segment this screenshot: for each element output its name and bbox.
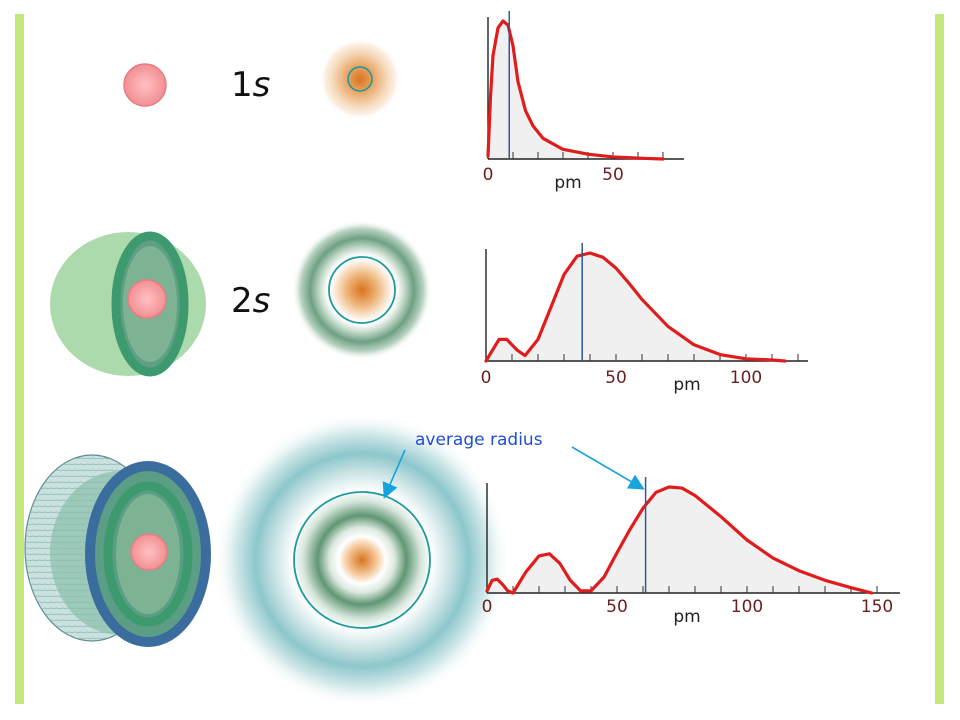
- callout-arrow-cloud: [382, 449, 406, 499]
- radial-curve-3s: [485, 485, 874, 595]
- unit-label-3s: pm: [673, 607, 700, 627]
- chart-3s: 0 50 100 150 pm: [482, 477, 900, 627]
- left-accent-bar: [15, 14, 24, 704]
- tick-label: 50: [605, 368, 627, 388]
- tick-label: 100: [730, 368, 762, 388]
- tick-label: 0: [482, 597, 493, 617]
- tick-label: 50: [602, 165, 624, 185]
- density-cloud-2s: [292, 220, 432, 360]
- chart-2s: 0 50 100 pm: [481, 243, 808, 395]
- radial-curve-1s: [486, 19, 665, 161]
- unit-label-2s: pm: [673, 375, 700, 395]
- label-2s: 2s: [231, 281, 270, 321]
- radial-curve-2s: [484, 251, 787, 363]
- average-radius-callout: average radius: [382, 430, 645, 499]
- average-radius-ring-2s: [328, 256, 396, 324]
- area-fill-3s: [487, 487, 872, 593]
- right-accent-bar: [935, 14, 944, 704]
- chart-1s: 0 50 pm: [483, 11, 684, 193]
- unit-label-1s: pm: [554, 173, 581, 193]
- density-cloud-1s: [320, 39, 400, 119]
- tick-label: 50: [606, 597, 628, 617]
- average-radius-ring-1s: [347, 66, 373, 92]
- nucleus-2s: [127, 279, 167, 319]
- density-cloud-3s: [214, 412, 510, 708]
- label-1s: 1s: [231, 65, 270, 105]
- row-1s: 1s: [123, 39, 400, 119]
- area-fill-1s: [488, 21, 663, 159]
- area-fill-2s: [486, 253, 785, 361]
- tick-label: 100: [731, 597, 763, 617]
- tick-label: 0: [483, 165, 494, 185]
- tick-label: 150: [861, 597, 893, 617]
- average-radius-ring-3s: [293, 491, 431, 629]
- tick-label: 0: [481, 368, 492, 388]
- radial-probability-charts: 0 50 pm 0 50 100 pm 0 50 100 150 pm: [481, 11, 900, 627]
- nucleus-1s: [123, 63, 167, 107]
- shell-3s-middle: [103, 481, 193, 627]
- callout-label: average radius: [415, 430, 543, 450]
- nucleus-3s: [130, 533, 168, 571]
- callout-arrow-chart: [571, 446, 645, 490]
- row-2s: 2s: [50, 220, 432, 377]
- row-3s: 3s: [24, 412, 510, 708]
